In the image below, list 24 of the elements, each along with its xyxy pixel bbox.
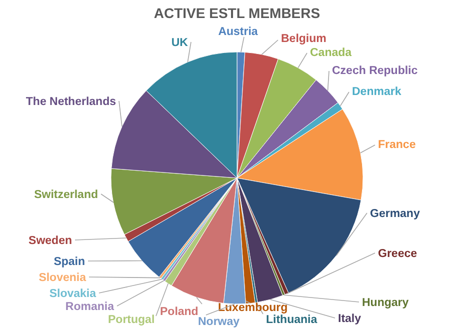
slice-label: Luxembourg [218,302,288,314]
slice-label: Slovakia [49,288,97,300]
slice-label: Germany [370,208,420,220]
slice-label: Romania [65,301,115,313]
slice-label: UK [171,37,189,49]
slice-label: The Netherlands [26,96,116,108]
slice-label: Portugal [108,314,155,326]
slice-label: Austria [218,26,258,38]
chart-title: ACTIVE ESTL MEMBERS [154,5,320,21]
slice-label: Greece [378,248,418,260]
slice-label: Norway [198,316,240,328]
slice-label: Denmark [352,86,402,98]
slice-label: Spain [54,256,85,268]
slice-label: Lithuania [266,314,318,326]
slice-label: Poland [160,306,198,318]
slice-label: Sweden [28,235,72,247]
slice-label: Italy [338,313,362,325]
slice-label: Belgium [281,33,326,45]
slice-label: Czech Republic [332,65,418,77]
slice-label: France [378,139,416,151]
slice-label: Slovenia [38,272,87,284]
slice-label: Canada [310,47,352,59]
slice-label: Hungary [362,297,410,309]
slice-label: Switzerland [34,189,98,201]
